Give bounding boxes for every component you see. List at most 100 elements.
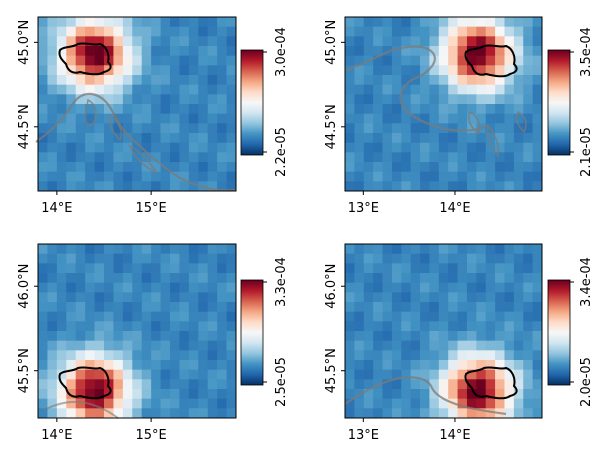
heatmap-cell — [485, 36, 496, 47]
heatmap-cell — [448, 36, 458, 47]
heatmap-cell — [513, 408, 524, 419]
heatmap-cell — [485, 340, 496, 351]
heatmap-cell — [56, 292, 67, 303]
heatmap-cell — [94, 321, 105, 332]
heatmap-cell — [151, 65, 161, 76]
heatmap-cell — [141, 46, 152, 57]
heatmap-cell — [420, 171, 430, 182]
heatmap-cell — [532, 292, 543, 303]
heatmap-cell — [207, 273, 218, 284]
heatmap-cell — [122, 321, 133, 332]
region-outline — [58, 366, 112, 400]
heatmap-cell — [104, 46, 114, 57]
heatmap-cell — [188, 46, 199, 57]
heatmap-cell — [476, 142, 487, 153]
heatmap-cell — [457, 302, 468, 313]
heatmap-cell — [391, 292, 402, 303]
heatmap-cell — [363, 311, 374, 322]
heatmap-cell — [438, 389, 449, 400]
heatmap-cell — [354, 253, 365, 264]
heatmap-cell — [391, 263, 402, 274]
heatmap-cell — [75, 36, 86, 47]
heatmap-cell — [401, 369, 412, 380]
heatmap-cell — [75, 360, 86, 371]
heatmap-cell — [420, 389, 430, 400]
heatmap-cell — [513, 181, 524, 192]
heatmap-cell — [217, 152, 227, 163]
heatmap-cell — [151, 75, 161, 86]
heatmap-cell — [373, 36, 383, 47]
heatmap-cell — [188, 292, 199, 303]
heatmap-cell — [160, 104, 171, 115]
heatmap-cell — [438, 94, 449, 105]
heatmap-cell — [132, 379, 143, 390]
heatmap-cell — [198, 253, 209, 264]
heatmap-cell — [179, 113, 190, 124]
heatmap-cell — [532, 75, 543, 86]
heatmap-cell — [151, 152, 161, 163]
heatmap-cell — [345, 302, 355, 313]
heatmap-cell — [188, 104, 199, 115]
heatmap-cell — [410, 36, 421, 47]
heatmap-cell — [217, 331, 227, 342]
heatmap-cell — [170, 311, 180, 322]
heatmap-cell — [438, 75, 449, 86]
heatmap-cell — [495, 369, 505, 380]
heatmap-cell — [217, 133, 227, 144]
heatmap-cell — [56, 162, 67, 173]
heatmap-cell — [113, 398, 124, 409]
heatmap-cell — [448, 369, 458, 380]
heatmap-cell — [523, 379, 533, 390]
heatmap-cell — [513, 292, 524, 303]
heatmap-cell — [420, 311, 430, 322]
heatmap-cell — [495, 253, 505, 264]
heatmap-cell — [151, 113, 161, 124]
heatmap-cell — [151, 379, 161, 390]
heatmap-cell — [179, 379, 190, 390]
heatmap-cell — [47, 398, 58, 409]
heatmap-cell — [429, 123, 440, 134]
heatmap-cell — [47, 94, 58, 105]
heatmap-cell — [38, 340, 48, 351]
heatmap-cell — [226, 389, 237, 400]
heatmap-cell — [66, 273, 77, 284]
heatmap-cell — [373, 46, 383, 57]
heatmap-cell — [56, 152, 67, 163]
heatmap-cell — [504, 142, 515, 153]
heatmap-cell — [170, 263, 180, 274]
heatmap-cell — [513, 389, 524, 400]
heatmap-cell — [226, 46, 237, 57]
heatmap-cell — [94, 162, 105, 173]
heatmap-cell — [85, 113, 95, 124]
heatmap-cell — [217, 282, 227, 293]
heatmap-cell — [141, 273, 152, 284]
heatmap-cell — [179, 181, 190, 192]
heatmap-cell — [523, 292, 533, 303]
heatmap-cell — [466, 46, 477, 57]
heatmap-cell — [207, 369, 218, 380]
heatmap-cell — [513, 369, 524, 380]
heatmap-cell — [457, 55, 468, 66]
heatmap-cell — [420, 152, 430, 163]
heatmap-cell — [373, 360, 383, 371]
heatmap-cell — [75, 152, 86, 163]
heatmap-cell — [66, 302, 77, 313]
heatmap-cell — [532, 389, 543, 400]
heatmap-cell — [401, 282, 412, 293]
heatmap-cell — [420, 162, 430, 173]
heatmap-cell — [410, 408, 421, 419]
heatmap-cell — [94, 273, 105, 284]
heatmap-cell — [420, 181, 430, 192]
heatmap — [345, 17, 543, 192]
heatmap-cell — [448, 142, 458, 153]
heatmap-cell — [66, 65, 77, 76]
heatmap-cell — [56, 142, 67, 153]
heatmap-cell — [198, 389, 209, 400]
heatmap-cell — [391, 46, 402, 57]
heatmap-cell — [420, 282, 430, 293]
heatmap-cell — [438, 360, 449, 371]
heatmap-cell — [495, 65, 505, 76]
heatmap-cell — [151, 263, 161, 274]
heatmap-cell — [448, 292, 458, 303]
heatmap-cell — [448, 389, 458, 400]
